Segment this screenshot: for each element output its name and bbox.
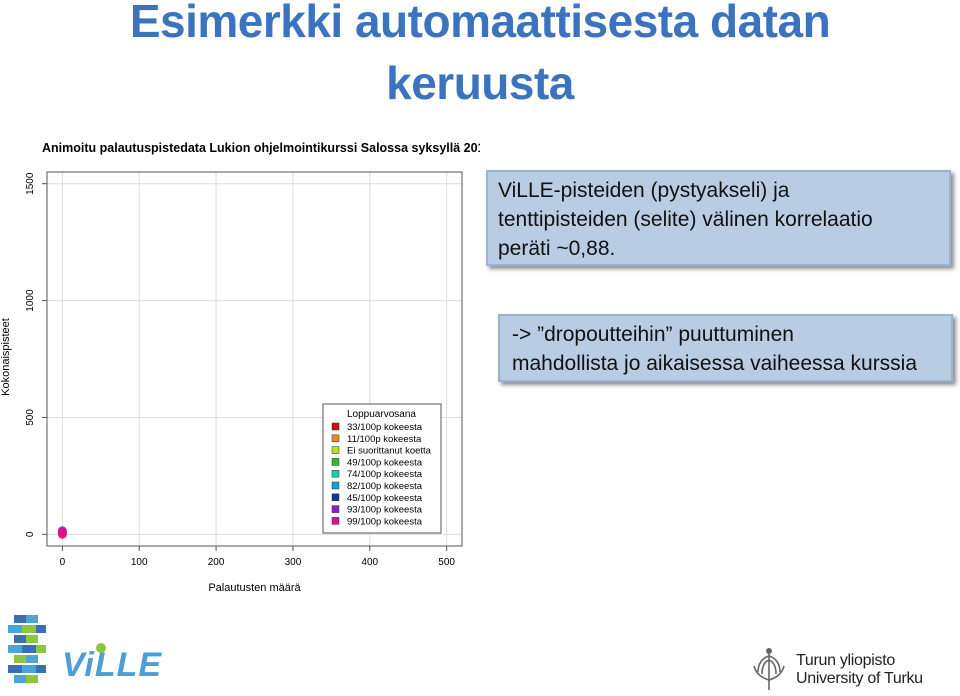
legend-swatch — [331, 434, 340, 443]
legend-label: 11/100p kokeesta — [347, 434, 422, 445]
legend-label: 49/100p kokeesta — [347, 457, 423, 468]
ville-logo-text: ViLLE — [62, 646, 162, 684]
ville-blocks-icon — [8, 615, 46, 683]
y-tick-label: 0 — [25, 531, 36, 537]
scatter-chart: Animoitu palautuspistedata Lukion ohjelm… — [0, 141, 480, 594]
dropout-callout: -> ”dropoutteihin” puuttuminen mahdollis… — [498, 314, 953, 382]
slide-title-line1: Esimerkki automaattisesta datan — [129, 0, 831, 47]
x-tick-label: 400 — [361, 557, 378, 568]
legend-swatch — [331, 458, 340, 466]
callout2-line2: mahdollista jo aikaisessa vaiheessa kurs… — [512, 352, 918, 375]
utu-name-en: University of Turku — [796, 670, 923, 687]
x-tick-label: 300 — [285, 557, 302, 568]
legend-label: 33/100p kokeesta — [347, 422, 423, 433]
legend-swatch — [331, 481, 340, 490]
legend-swatch — [331, 422, 340, 431]
callout2-line1: -> ”dropoutteihin” puuttuminen — [512, 323, 794, 346]
callout1-line1: ViLLE-pisteiden (pystyakseli) ja — [498, 179, 790, 202]
y-tick-label: 1000 — [25, 289, 36, 312]
legend-swatch — [331, 505, 340, 513]
legend-label: 99/100p kokeesta — [347, 516, 423, 527]
utu-torch-icon — [753, 648, 785, 690]
y-tick-label: 500 — [25, 409, 36, 426]
x-axis-label: Palautusten määrä — [208, 582, 301, 594]
legend-label: 45/100p kokeesta — [347, 493, 423, 504]
legend-title: Loppuarvosana — [347, 409, 416, 420]
legend-label: 82/100p kokeesta — [347, 481, 423, 492]
callout1-line3: peräti ~0,88. — [498, 237, 616, 260]
legend-label: 74/100p kokeesta — [347, 469, 423, 480]
legend-swatch — [331, 469, 340, 478]
x-tick-label: 200 — [208, 557, 225, 568]
x-tick-label: 100 — [131, 557, 148, 568]
legend-swatch — [331, 446, 340, 454]
utu-name-fi: Turun yliopisto — [796, 652, 895, 669]
y-tick-label: 1500 — [25, 172, 36, 195]
correlation-callout: ViLLE-pisteiden (pystyakseli) ja tenttip… — [486, 170, 951, 266]
legend-box — [322, 403, 442, 534]
legend-swatch — [331, 517, 340, 525]
plot-frame — [46, 171, 463, 547]
legend-label: Ei suorittanut koetta — [347, 446, 432, 457]
slide-title-line2: keruusta — [386, 57, 574, 109]
callout1-line2: tenttipisteiden (selite) välinen korrela… — [498, 208, 873, 231]
ville-dot-icon — [96, 643, 106, 653]
ville-logo: ViLLE — [8, 615, 162, 684]
x-tick-label: 500 — [438, 557, 455, 568]
legend-swatch — [331, 493, 340, 502]
x-tick-label: 0 — [60, 557, 66, 568]
legend-label: 93/100p kokeesta — [347, 505, 423, 516]
data-point — [57, 527, 67, 537]
chart-title: Animoitu palautuspistedata Lukion ohjelm… — [42, 141, 480, 155]
y-axis-label: Kokonaispisteet — [0, 318, 12, 396]
